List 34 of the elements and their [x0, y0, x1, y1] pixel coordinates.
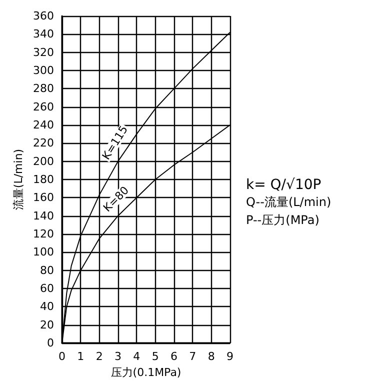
y-tick-label: 260: [33, 100, 54, 114]
y-axis-title: 流量(L/min): [12, 148, 25, 210]
y-tick-label: 0: [47, 336, 54, 350]
y-tick-label: 180: [33, 173, 54, 186]
y-tick-label: 200: [33, 154, 54, 168]
y-tick-label: 320: [33, 46, 54, 59]
y-tick-label: 160: [33, 191, 54, 204]
y-tick-label: 280: [33, 82, 54, 96]
x-axis-title: 压力(0.1MPa): [110, 366, 182, 379]
text: k= Q/√10P: [246, 177, 322, 193]
y-tick-label: 300: [33, 64, 54, 77]
y-tick-label: 140: [33, 209, 54, 222]
x-tick-label: 4: [133, 350, 140, 363]
x-tick-label: 9: [226, 350, 234, 363]
y-tick-label: 240: [33, 118, 54, 132]
y-tick-label: 340: [33, 28, 54, 41]
text: Q--流量(L/min): [246, 195, 332, 209]
y-tick-label: 120: [33, 228, 54, 240]
y-tick-label: 80: [40, 264, 54, 277]
y-tick-label: 220: [33, 136, 54, 150]
x-tick-label: 7: [189, 350, 196, 363]
x-tick-label: 8: [208, 350, 215, 363]
x-tick-label: 0: [58, 350, 66, 363]
x-tick-label: 6: [170, 350, 178, 363]
y-tick-label: 360: [33, 10, 54, 22]
x-tick-label: 5: [152, 350, 159, 363]
x-tick-label: 1: [77, 350, 84, 363]
x-tick-label: 3: [114, 350, 122, 363]
y-tick-label: 100: [33, 246, 54, 259]
y-tick-label: 20: [40, 318, 54, 332]
y-tick-label: 40: [40, 300, 54, 314]
x-tick-label: 2: [96, 350, 103, 363]
y-tick-label: 60: [40, 282, 54, 295]
text: P--压力(MPa): [246, 213, 320, 227]
